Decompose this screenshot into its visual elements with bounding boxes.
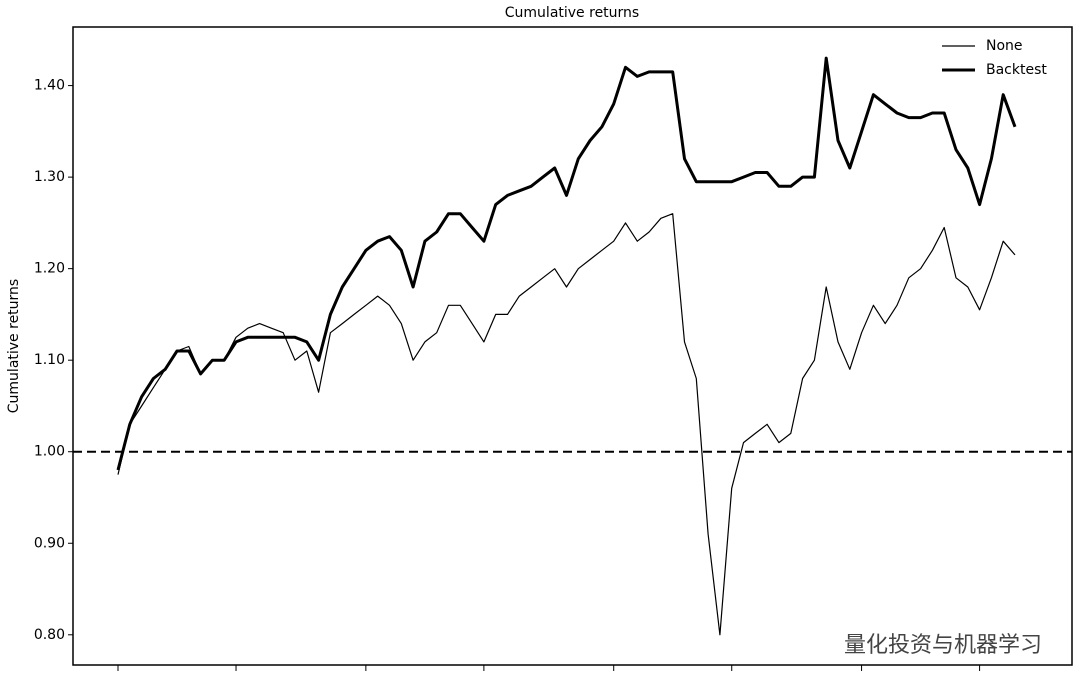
y-tick-label: 1.40 — [34, 78, 65, 94]
y-tick-label: 1.00 — [34, 444, 65, 460]
chart-title: Cumulative returns — [505, 5, 639, 21]
watermark: 量化投资与机器学习 — [844, 633, 1042, 658]
legend-label: Backtest — [986, 62, 1047, 78]
y-tick-label: 0.80 — [34, 627, 65, 643]
y-axis-label: Cumulative returns — [6, 279, 22, 413]
legend-label: None — [986, 38, 1023, 54]
y-tick-label: 0.90 — [34, 535, 65, 551]
y-tick-label: 1.10 — [34, 352, 65, 368]
y-tick-label: 1.20 — [34, 261, 65, 277]
series-line — [116, 56, 1017, 471]
series-line — [117, 213, 1016, 636]
plot-frame — [72, 26, 1073, 666]
y-tick-label: 1.30 — [34, 169, 65, 185]
